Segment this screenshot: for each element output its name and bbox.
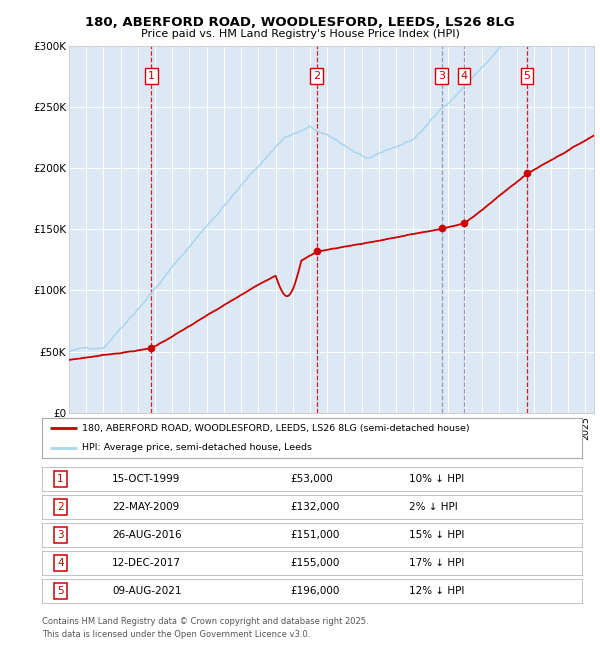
- Text: 26-AUG-2016: 26-AUG-2016: [112, 530, 182, 540]
- Text: 2: 2: [313, 71, 320, 81]
- Text: 3: 3: [438, 71, 445, 81]
- Text: £155,000: £155,000: [290, 558, 340, 568]
- Text: 5: 5: [524, 71, 530, 81]
- Text: 3: 3: [57, 530, 64, 540]
- Text: 10% ↓ HPI: 10% ↓ HPI: [409, 474, 464, 484]
- Text: 1: 1: [57, 474, 64, 484]
- Text: 12% ↓ HPI: 12% ↓ HPI: [409, 586, 464, 596]
- Text: 180, ABERFORD ROAD, WOODLESFORD, LEEDS, LS26 8LG: 180, ABERFORD ROAD, WOODLESFORD, LEEDS, …: [85, 16, 515, 29]
- Text: 5: 5: [57, 586, 64, 596]
- Text: 12-DEC-2017: 12-DEC-2017: [112, 558, 181, 568]
- Text: 4: 4: [57, 558, 64, 568]
- Text: 09-AUG-2021: 09-AUG-2021: [112, 586, 182, 596]
- Text: 2: 2: [57, 502, 64, 512]
- Text: HPI: Average price, semi-detached house, Leeds: HPI: Average price, semi-detached house,…: [83, 443, 313, 452]
- Text: Price paid vs. HM Land Registry's House Price Index (HPI): Price paid vs. HM Land Registry's House …: [140, 29, 460, 39]
- Text: Contains HM Land Registry data © Crown copyright and database right 2025.: Contains HM Land Registry data © Crown c…: [42, 618, 368, 626]
- Text: 2% ↓ HPI: 2% ↓ HPI: [409, 502, 458, 512]
- Text: 4: 4: [460, 71, 467, 81]
- Text: 180, ABERFORD ROAD, WOODLESFORD, LEEDS, LS26 8LG (semi-detached house): 180, ABERFORD ROAD, WOODLESFORD, LEEDS, …: [83, 424, 470, 433]
- Text: 15% ↓ HPI: 15% ↓ HPI: [409, 530, 464, 540]
- Text: £132,000: £132,000: [290, 502, 340, 512]
- Text: 1: 1: [148, 71, 155, 81]
- Text: 22-MAY-2009: 22-MAY-2009: [112, 502, 179, 512]
- Text: This data is licensed under the Open Government Licence v3.0.: This data is licensed under the Open Gov…: [42, 630, 310, 639]
- Text: £196,000: £196,000: [290, 586, 340, 596]
- Text: £151,000: £151,000: [290, 530, 340, 540]
- Text: 15-OCT-1999: 15-OCT-1999: [112, 474, 181, 484]
- Text: 17% ↓ HPI: 17% ↓ HPI: [409, 558, 464, 568]
- Text: £53,000: £53,000: [290, 474, 333, 484]
